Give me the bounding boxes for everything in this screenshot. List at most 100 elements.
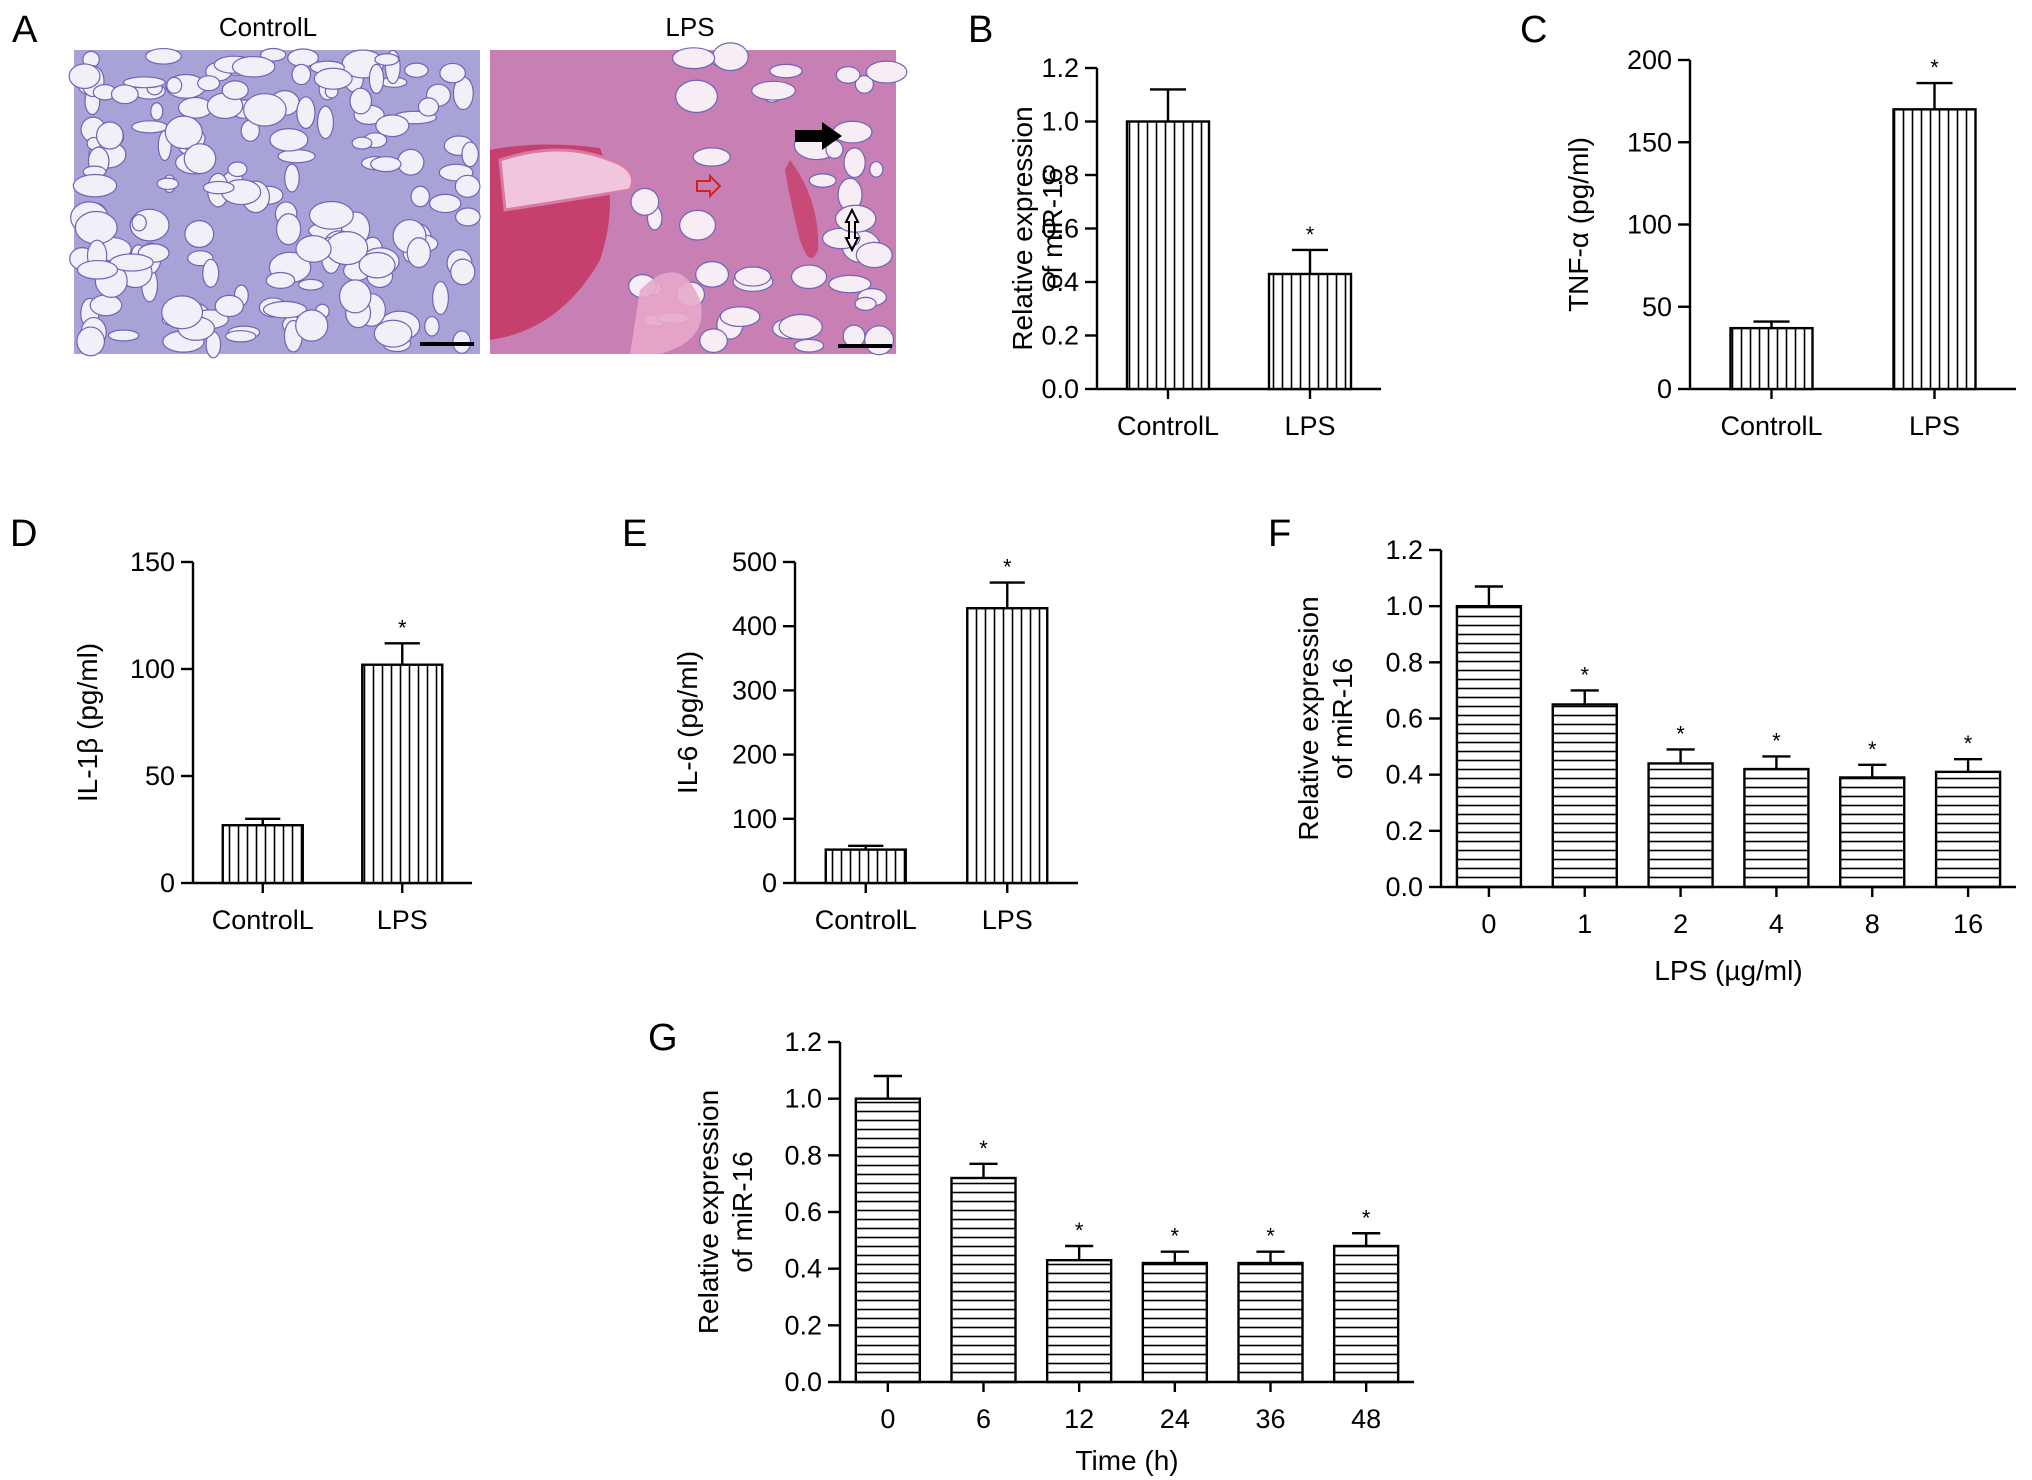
alveolus [150,102,164,121]
y-axis-label: Relative expression [1007,106,1038,350]
alveolus [74,210,118,245]
bar [1743,767,1810,889]
y-tick-label: 0 [160,868,175,898]
bar [361,663,444,885]
significance-star: * [1772,728,1781,753]
alveolus [166,76,183,94]
alveolus [224,330,257,343]
x-tick-label: ControlL [212,905,314,935]
alveolus [161,295,204,330]
control-histology-image [68,47,481,359]
alveolus [842,324,866,348]
bar [1045,1258,1113,1384]
alveolus [295,235,332,263]
x-tick-label: LPS [1909,411,1960,441]
chart-b: B 0.0 0.2 0.4 0.6 0.8 1.0 1.2 ControlL * LPS Relati… [968,9,1381,441]
x-tick-label: LPS [1284,411,1335,441]
panel-letter-e: E [622,513,647,555]
y-tick-label: 200 [732,740,777,770]
alveolus [284,163,300,193]
bar [1551,703,1618,889]
bar [1237,1261,1304,1384]
alveolus [68,63,101,90]
chart-c: C 0 50 100 150 200 ControlL * LPS TNF-α (pg/ml) [1520,9,2016,441]
black-arrow [795,122,842,150]
alveolus [630,187,660,216]
significance-star: * [1580,662,1589,687]
x-tick-label: 0 [1481,909,1496,939]
alveolus [107,329,140,342]
alveolus [214,294,244,318]
alveolus [671,47,716,70]
panel-letter-d: D [10,513,37,555]
alveolus [89,294,123,317]
y-tick-label: 0.4 [1385,760,1423,790]
significance-star: * [1171,1224,1180,1249]
alveolus [808,173,837,188]
x-tick-label: 12 [1064,1404,1094,1434]
y-tick-label: 1.0 [1041,107,1079,137]
bar [1647,762,1714,889]
x-tick-label: 16 [1953,909,1983,939]
panel-letter-f: F [1268,513,1291,555]
y-axis-label: Relative expression [1293,596,1324,840]
y-tick-label: 150 [1627,127,1672,157]
chart-g: G 0.0 0.2 0.4 0.6 0.8 1.0 1.2 0 * 6 * 12 * 24 * 36 * 48 Rel… [648,1017,1414,1476]
alveolus [692,147,731,167]
alveolus [869,161,884,178]
y-tick-label: 400 [732,611,777,641]
alveolus [450,258,476,286]
alveolus [734,266,772,287]
alveolus [259,47,287,62]
alveolus [417,97,440,117]
alveolus [396,148,425,176]
chart-e: E 0 100 200 300 400 500 ControlL * LPS IL-6 (pg/ml… [622,513,1078,935]
alveolus [338,279,372,314]
y-tick-label: 0.4 [784,1254,822,1284]
x-tick-label: LPS [377,905,428,935]
chart-d: D 0 50 100 150 ControlL * LPS IL-1β (pg/ml) [10,513,472,935]
y-tick-label: 0 [1657,374,1672,404]
alveolus [291,63,312,86]
alveolus [197,75,221,92]
x-tick-label: 36 [1255,1404,1285,1434]
histology-panel: A ControlL LPS [12,9,908,359]
alveolus [424,315,440,337]
chart-f: F 0.0 0.2 0.4 0.6 0.8 1.0 1.2 0 * 1 * 2 * 4 * 8 * 16 Relati… [1268,513,2016,986]
alveolus [202,180,235,195]
alveolus [793,338,825,353]
alveolus [296,96,316,130]
alveolus [429,193,462,214]
alveolus [269,128,309,152]
x-axis-label: LPS (µg/ml) [1654,955,1802,986]
alveolus [277,149,316,164]
y-tick-label: 0.8 [1385,647,1423,677]
alveolus [751,80,796,101]
alveolus [295,309,329,342]
alveolus [183,143,217,175]
x-axis-label: Time (h) [1075,1445,1178,1476]
alveolus [843,147,866,179]
alveolus [790,264,828,290]
bar [950,1176,1017,1384]
x-tick-label: 24 [1160,1404,1190,1434]
alveolus [712,42,749,72]
y-tick-label: 150 [130,547,175,577]
alveolus [95,121,124,150]
alveolus [265,271,296,289]
alveolus [231,55,276,78]
bar [1839,776,1906,889]
panel-letter-g: G [648,1017,678,1059]
alveolus [76,326,106,357]
alveolus [349,87,373,115]
alveolus [695,261,730,288]
y-tick-label: 1.0 [784,1084,822,1114]
y-tick-label: 1.0 [1385,591,1423,621]
bar [854,1097,922,1384]
y-axis-label: of miR-16 [1327,658,1358,779]
x-tick-label: ControlL [1720,411,1822,441]
alveolus [156,177,180,191]
alveolus [123,76,166,89]
alveolus [854,296,877,311]
bar [1455,604,1523,889]
